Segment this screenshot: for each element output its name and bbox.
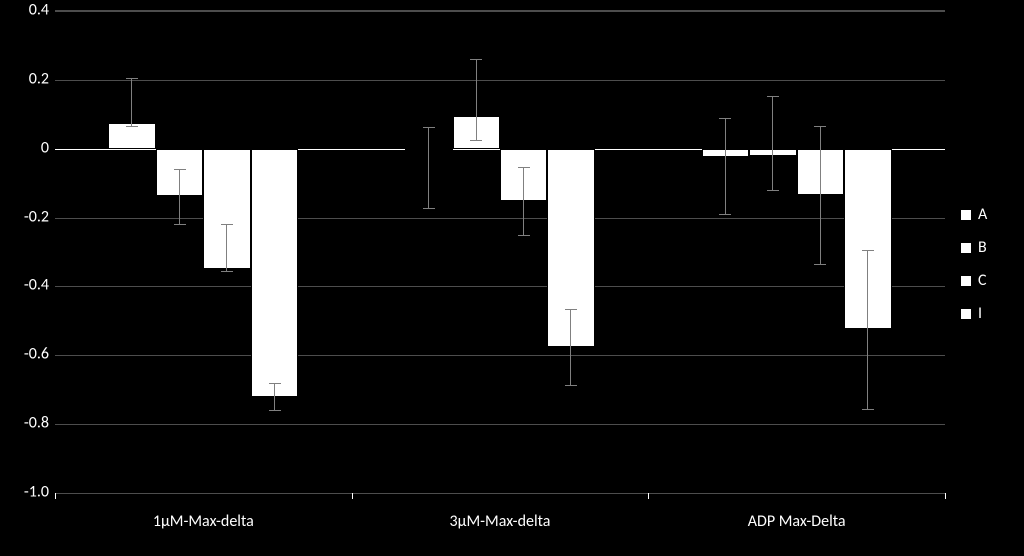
error-bar-line	[226, 224, 227, 270]
error-bar-line	[428, 127, 429, 208]
error-bar-cap-bottom	[862, 409, 874, 410]
error-bar-cap-top	[126, 78, 138, 79]
error-bar-line	[476, 59, 477, 140]
legend-label: A	[978, 205, 987, 224]
error-bar-cap-bottom	[221, 271, 233, 272]
gridline	[55, 80, 945, 81]
error-bar-cap-top	[221, 224, 233, 225]
category-tick	[648, 493, 649, 499]
error-bar-line	[570, 309, 571, 385]
error-bar-cap-top	[518, 167, 530, 168]
error-bar-line	[772, 96, 773, 191]
y-tick-label: 0.4	[9, 1, 49, 20]
legend-swatch	[960, 242, 972, 254]
error-bar-line	[867, 250, 868, 408]
category-tick	[945, 493, 946, 499]
legend-item: A	[960, 205, 987, 224]
legend-label: I	[978, 304, 982, 323]
error-bar-cap-top	[174, 169, 186, 170]
error-bar-cap-bottom	[767, 190, 779, 191]
category-tick	[352, 493, 353, 499]
error-bar-line	[274, 383, 275, 411]
error-bar-cap-top	[423, 127, 435, 128]
error-bar-cap-bottom	[174, 224, 186, 225]
legend-label: C	[978, 271, 987, 290]
gridline	[55, 286, 945, 287]
error-bar-cap-top	[767, 96, 779, 97]
gridline	[55, 424, 945, 425]
legend-swatch	[960, 308, 972, 320]
y-tick-label: -0.4	[9, 276, 49, 295]
legend-item: B	[960, 238, 987, 257]
error-bar-cap-bottom	[565, 385, 577, 386]
error-bar-cap-top	[814, 126, 826, 127]
legend-item: C	[960, 271, 987, 290]
error-bar-cap-top	[470, 59, 482, 60]
error-bar-cap-bottom	[814, 264, 826, 265]
error-bar-cap-top	[862, 250, 874, 251]
legend-swatch	[960, 275, 972, 287]
legend: ABCI	[960, 205, 987, 337]
legend-item: I	[960, 304, 987, 323]
y-tick-label: 0	[9, 138, 49, 157]
y-tick-label: -1.0	[9, 483, 49, 502]
error-bar-line	[131, 78, 132, 126]
category-tick	[55, 493, 56, 499]
chart-container: ABCI -1.0 -0.8 -0.6 -0.4 -0.2 0 0.2 0.4 1μM-Max-…	[0, 0, 1024, 556]
error-bar-cap-bottom	[126, 126, 138, 127]
error-bar-cap-bottom	[518, 235, 530, 236]
error-bar-line	[179, 169, 180, 224]
gridline	[55, 493, 945, 494]
y-tick-label: 0.2	[9, 69, 49, 88]
error-bar-line	[523, 167, 524, 236]
gridline	[55, 355, 945, 356]
y-tick-label: -0.6	[9, 345, 49, 364]
error-bar-cap-bottom	[269, 410, 281, 411]
error-bar-cap-top	[269, 383, 281, 384]
x-category-label: ADP Max-Delta	[748, 512, 846, 531]
y-tick-label: -0.2	[9, 207, 49, 226]
error-bar-cap-bottom	[423, 208, 435, 209]
bar	[108, 123, 155, 149]
error-bar-cap-bottom	[470, 140, 482, 141]
error-bar-cap-top	[719, 118, 731, 119]
plot-area	[55, 10, 945, 493]
legend-swatch	[960, 209, 972, 221]
x-category-label: 1μM-Max-delta	[153, 512, 254, 531]
error-bar-cap-bottom	[719, 214, 731, 215]
legend-label: B	[978, 238, 987, 257]
bar	[251, 149, 298, 397]
error-bar-cap-top	[565, 309, 577, 310]
error-bar-line	[725, 118, 726, 214]
x-category-label: 3μM-Max-delta	[450, 512, 551, 531]
y-tick-label: -0.8	[9, 414, 49, 433]
error-bar-line	[820, 126, 821, 264]
gridline	[55, 218, 945, 219]
gridline	[55, 11, 945, 12]
